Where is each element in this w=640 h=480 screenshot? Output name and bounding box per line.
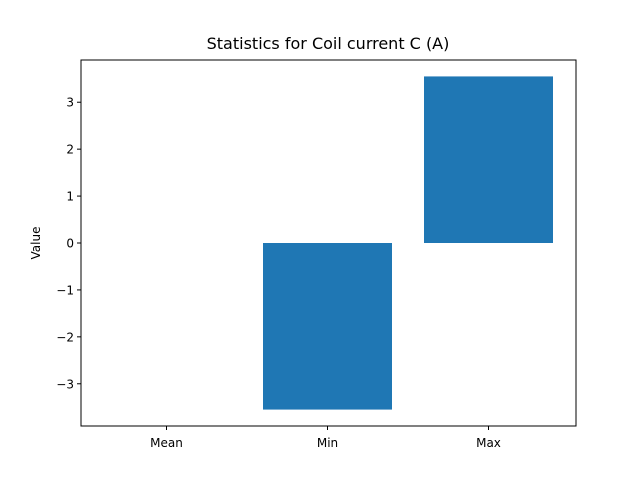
y-tick-label: −2 <box>56 330 74 344</box>
y-tick-label: −1 <box>56 283 74 297</box>
bar-max <box>424 76 553 243</box>
x-tick-label: Min <box>317 436 338 450</box>
y-tick-label: 1 <box>66 190 74 204</box>
y-tick-label: 0 <box>66 237 74 251</box>
y-tick-label: 3 <box>66 96 74 110</box>
y-tick-label: 2 <box>66 143 74 157</box>
y-axis-label: Value <box>29 227 43 260</box>
x-tick-label: Max <box>476 436 501 450</box>
y-tick-label: −3 <box>56 377 74 391</box>
plot-area: −3 −2 −1 0 1 2 3 Mean Min Max <box>56 59 577 450</box>
bar-min <box>263 243 392 410</box>
chart-title: Statistics for Coil current C (A) <box>207 34 450 53</box>
x-tick-label: Mean <box>150 436 183 450</box>
